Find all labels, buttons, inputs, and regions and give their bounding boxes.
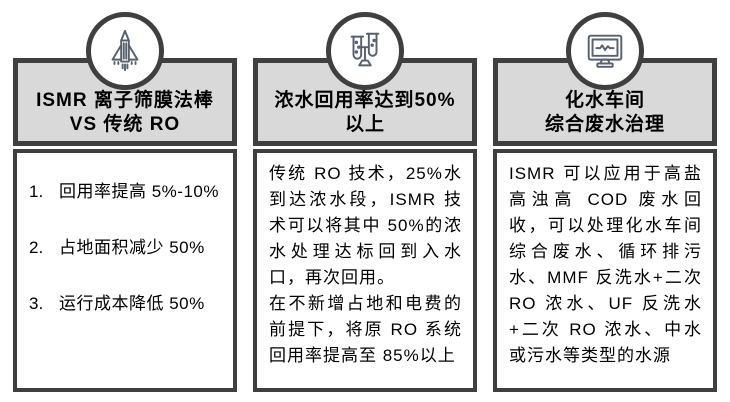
list-item: 3. 运行成本降低 50%	[29, 293, 225, 315]
body-paragraph: 在不新增占地和电费的前提下，将原 RO 系统回用率提高至 85%以上	[269, 294, 462, 365]
card-title-line: 以上	[344, 114, 385, 135]
rocket-icon	[86, 12, 164, 90]
card-chemical-water-workshop: 化水车间 综合废水治理 ISMR 可以应用于高盐高浊高 COD 废水回收，可以处…	[493, 0, 717, 402]
test-tubes-icon	[326, 12, 404, 90]
list-item-text: 运行成本降低 50%	[59, 294, 205, 313]
list-item-text: 回用率提高 5%-10%	[59, 182, 219, 201]
list-item: 2. 占地面积减少 50%	[29, 237, 225, 259]
card-title-line: 综合废水治理	[544, 114, 665, 135]
card-concentrate-reuse-rate: 浓水回用率达到50% 以上 传统 RO 技术，25%水到达浓水段，ISMR 技术…	[253, 0, 477, 402]
monitor-icon	[566, 12, 644, 90]
body-paragraph: 传统 RO 技术，25%水到达浓水段，ISMR 技术可以将其中 50%的浓水处理…	[269, 164, 462, 287]
list-item-number: 2.	[29, 238, 44, 257]
card-ismr-vs-ro: ISMR 离子筛膜法棒 VS 传统 RO 1. 回用率提高 5%-10% 2. …	[13, 0, 237, 402]
list-item: 1. 回用率提高 5%-10%	[29, 181, 225, 203]
card-body-ismr-vs-ro: 1. 回用率提高 5%-10% 2. 占地面积减少 50% 3. 运行成本降低 …	[13, 149, 237, 392]
card-title-line: ISMR 离子筛膜法棒	[36, 90, 214, 111]
card-title-line: VS 传统 RO	[69, 114, 181, 135]
card-body-chemical-water: ISMR 可以应用于高盐高浊高 COD 废水回收，可以处理化水车间综合废水、循环…	[493, 149, 717, 392]
list-item-number: 3.	[29, 294, 44, 313]
card-title-line: 浓水回用率达到50%	[274, 90, 456, 111]
list-item-text: 占地面积减少 50%	[59, 238, 205, 257]
card-body-concentrate-reuse: 传统 RO 技术，25%水到达浓水段，ISMR 技术可以将其中 50%的浓水处理…	[253, 149, 477, 392]
list-item-number: 1.	[29, 182, 44, 201]
body-paragraph: ISMR 可以应用于高盐高浊高 COD 废水回收，可以处理化水车间综合废水、循环…	[509, 164, 702, 365]
card-title-line: 化水车间	[564, 90, 645, 111]
